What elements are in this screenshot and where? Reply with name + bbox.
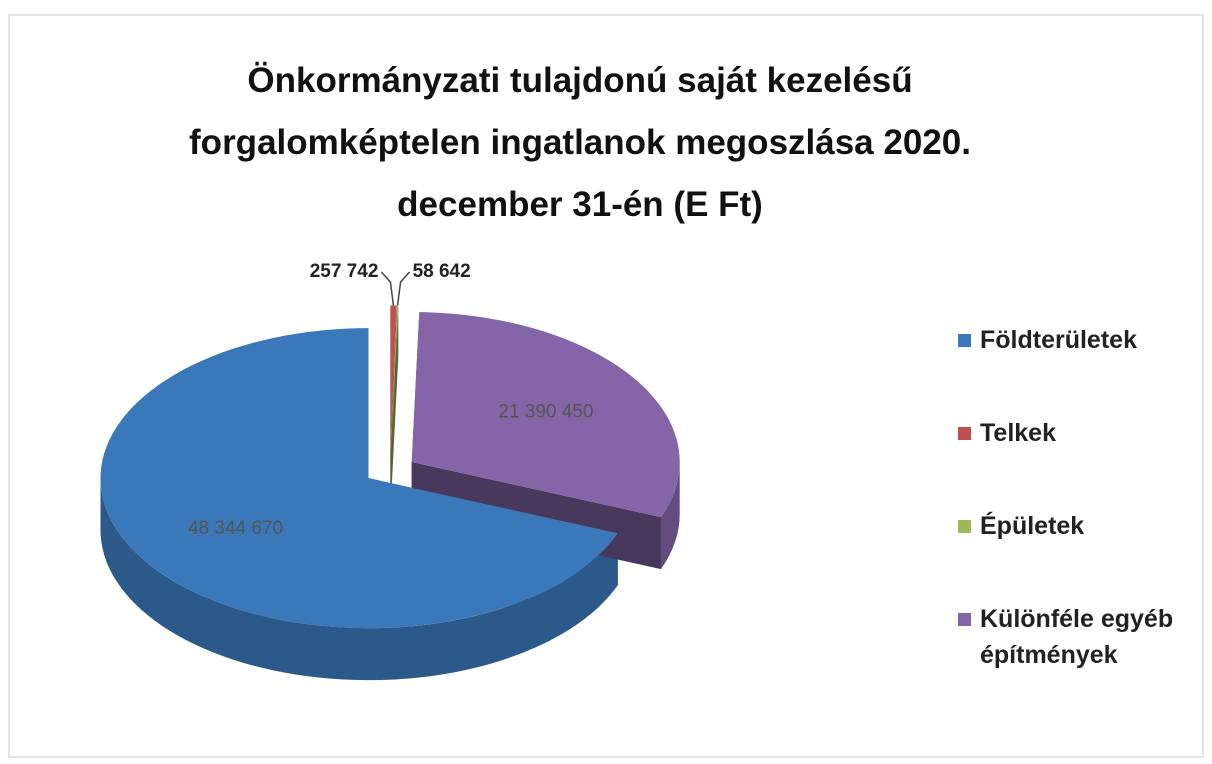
legend-item: Különféle egyéb építmények [958,601,1198,673]
slice [411,312,680,518]
slice [100,328,618,629]
legend-label: Földterületek [980,326,1137,354]
leader-line [396,271,411,306]
legend-swatch [958,334,971,347]
legend-label: Különféle egyéb építmények [980,605,1174,669]
slice [390,305,397,456]
legend-item: Épületek [958,508,1198,544]
data-label: 257 742 [310,261,379,282]
legend-swatch [958,613,971,626]
data-label: 58 642 [413,261,471,282]
data-label: 21 390 450 [498,401,593,422]
slice [390,305,399,456]
legend-label: Telkek [980,419,1056,447]
legend-label: Épületek [980,512,1085,540]
slice-side [390,305,399,508]
chart-title: Önkormányzati tulajdonú saját kezelésű f… [189,61,971,224]
legend-item: Telkek [958,415,1198,451]
data-label: 48 344 670 [188,518,283,539]
chart-frame [8,14,1204,758]
legend-swatch [958,520,971,533]
legend-swatch [958,427,971,440]
slice-wall [660,461,680,570]
leader-line [380,271,395,306]
legend-item: Földterületek [958,322,1198,358]
slice-wall [100,478,618,681]
